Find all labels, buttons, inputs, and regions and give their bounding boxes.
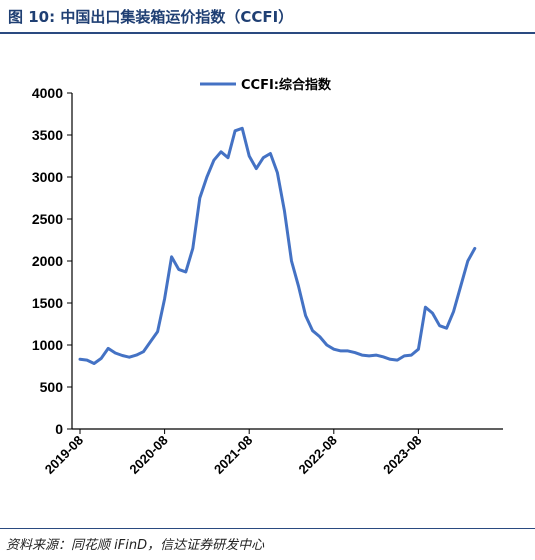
y-tick-label: 4000 (32, 85, 63, 101)
y-tick-label: 500 (40, 379, 64, 395)
x-tick-label: 2022-08 (296, 433, 340, 477)
x-tick-label: 2021-08 (211, 433, 255, 477)
y-tick-label: 2000 (32, 253, 63, 269)
bottom-rule (0, 528, 535, 529)
title-rule (0, 32, 535, 34)
y-tick-label: 2500 (32, 211, 63, 227)
chart-series (78, 126, 477, 365)
ccfi-line-chart: 0 500 1000 1500 2000 2500 3000 3500 4000 2019-08 2… (32, 77, 503, 477)
x-tick-label: 2020-08 (126, 433, 170, 477)
legend-label: CCFI:综合指数 (241, 77, 332, 93)
y-tick-label: 1500 (32, 295, 63, 311)
chart-legend: CCFI:综合指数 (200, 77, 332, 93)
y-tick-label: 0 (55, 421, 63, 437)
x-tick-label: 2019-08 (42, 433, 86, 477)
figure-title: 图 10: 中国出口集装箱运价指数（CCFI） (8, 8, 294, 26)
x-tick-label: 2023-08 (380, 433, 424, 477)
series-line (78, 126, 477, 365)
y-tick-label: 3500 (32, 127, 63, 143)
y-tick-label: 1000 (32, 337, 63, 353)
chart-axes: 0 500 1000 1500 2000 2500 3000 3500 4000 2019-08 2… (32, 85, 503, 477)
y-tick-label: 3000 (32, 169, 63, 185)
source-note: 资料来源：同花顺 iFinD，信达证券研发中心 (6, 538, 265, 553)
